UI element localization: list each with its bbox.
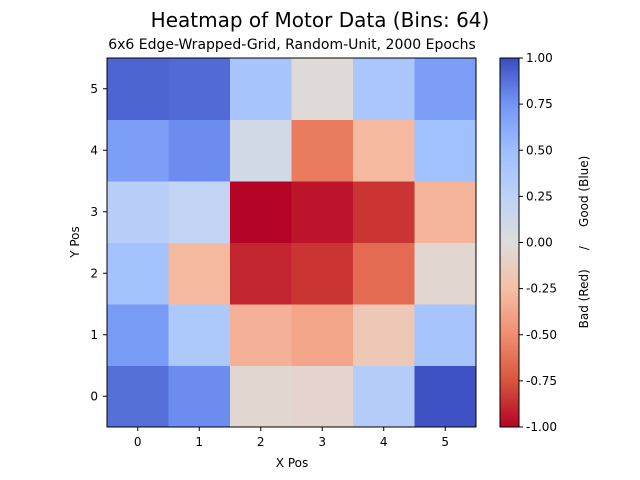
colorbar-tick-label: 0.50: [526, 143, 553, 157]
x-tick-label: 3: [318, 435, 326, 449]
plot-frame: [106, 57, 477, 428]
heatmap-cell: [291, 119, 354, 182]
colorbar-tick-label: -0.75: [526, 374, 557, 388]
heatmap-cell: [230, 304, 292, 366]
y-tick-label: 3: [90, 205, 98, 219]
y-axis: 0 1 2 3 4 5: [90, 82, 107, 403]
colorbar-label: Bad (Red) / Good (Blue): [577, 156, 591, 329]
heatmap-cell: [230, 242, 292, 305]
y-tick-label: 2: [90, 266, 98, 280]
heatmap-cell: [414, 181, 477, 243]
heatmap-cell: [414, 365, 477, 428]
y-tick-label: 0: [90, 389, 98, 403]
heatmap-cell: [353, 119, 415, 182]
heatmap-cell: [107, 304, 169, 366]
heatmap-cell: [291, 181, 354, 243]
colorbar-tick-label: 1.00: [526, 51, 553, 65]
heatmap-cell: [353, 58, 415, 120]
heatmap-cell: [107, 119, 169, 182]
heatmap-cell: [168, 242, 231, 305]
chart-subtitle: 6x6 Edge-Wrapped-Grid, Random-Unit, 2000…: [108, 37, 476, 53]
x-tick-label: 4: [380, 435, 388, 449]
x-axis: 0 1 2 3 4 5: [134, 427, 449, 449]
y-tick-label: 1: [90, 328, 98, 342]
heatmap-cell: [414, 242, 477, 305]
colorbar-tick-label: -0.50: [526, 328, 557, 342]
colorbar-tick-label: 0.00: [526, 236, 553, 250]
heatmap-cell: [230, 119, 292, 182]
colorbar-tick-label: -0.25: [526, 282, 557, 296]
heatmap-cell: [107, 242, 169, 305]
colorbar: [499, 57, 520, 428]
heatmap-cell: [168, 181, 231, 243]
chart-title: Heatmap of Motor Data (Bins: 64): [151, 8, 490, 32]
x-axis-label: X Pos: [276, 456, 308, 470]
heatmap-cell: [230, 58, 292, 120]
heatmap-cell: [230, 181, 292, 243]
heatmap-cell: [107, 365, 169, 428]
heatmap-cell: [414, 58, 477, 120]
heatmap-cell: [414, 304, 477, 366]
heatmap-cell: [168, 304, 231, 366]
heatmap-cell: [168, 119, 231, 182]
heatmap-cell: [291, 242, 354, 305]
colorbar-tick-label: 0.75: [526, 97, 553, 111]
heatmap-cell: [353, 242, 415, 305]
heatmap-cell: [107, 181, 169, 243]
heatmap-cell: [291, 304, 354, 366]
y-axis-label: Y Pos: [68, 226, 82, 259]
x-tick-label: 0: [134, 435, 142, 449]
y-tick-label: 4: [90, 143, 98, 157]
heatmap-cell: [291, 58, 354, 120]
heatmap-cell: [353, 181, 415, 243]
heatmap-cells: [107, 58, 477, 428]
heatmap-cell: [168, 58, 231, 120]
heatmap-cell: [168, 365, 231, 428]
colorbar-axis: -1.00 -0.75 -0.50 -0.25 0.00 0.25 0.50 0.75 1.00: [519, 51, 557, 434]
heatmap-cell: [107, 58, 169, 120]
colorbar-tick-label: -1.00: [526, 420, 557, 434]
heatmap-cell: [230, 365, 292, 428]
heatmap-cell: [414, 119, 477, 182]
colorbar-tick-label: 0.25: [526, 189, 553, 203]
x-tick-label: 2: [257, 435, 265, 449]
y-tick-label: 5: [90, 82, 98, 96]
heatmap-cell: [353, 365, 415, 428]
heatmap-cell: [291, 365, 354, 428]
x-tick-label: 1: [195, 435, 203, 449]
x-tick-label: 5: [441, 435, 449, 449]
heatmap-cell: [353, 304, 415, 366]
